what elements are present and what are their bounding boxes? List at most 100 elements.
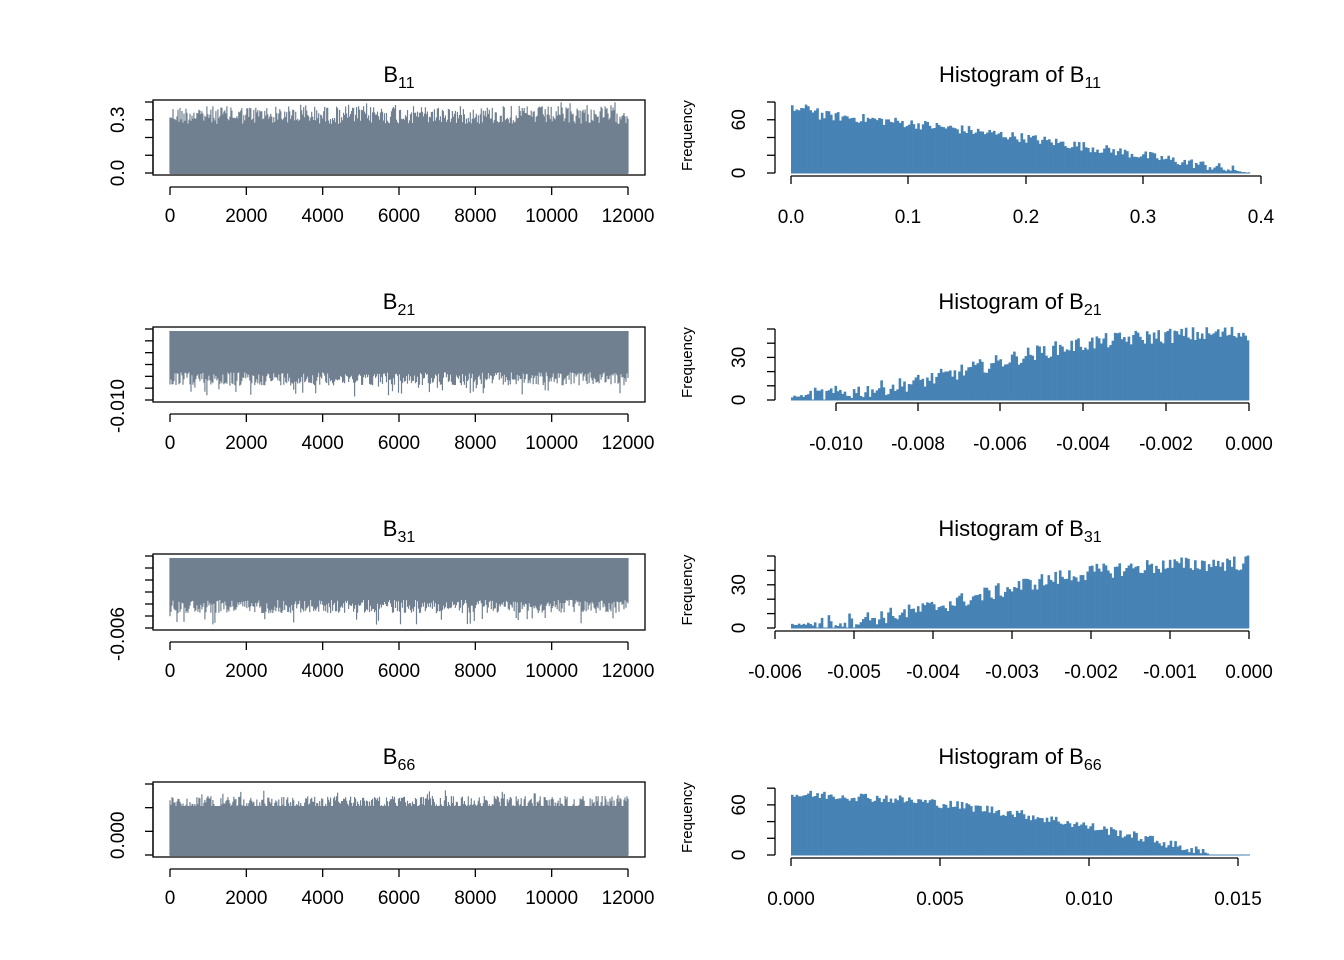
histogram-bar (887, 612, 890, 628)
histogram-bar (836, 112, 840, 173)
histogram-bar (1223, 570, 1227, 628)
histogram-bar (999, 595, 1002, 628)
histogram-bar (1222, 169, 1226, 173)
histogram-bar (986, 132, 989, 173)
histogram-bar (910, 799, 913, 855)
histogram-bar (1192, 167, 1196, 173)
histogram-bar (820, 389, 824, 400)
histogram-bar (1214, 331, 1218, 400)
histogram-bar (818, 390, 822, 400)
histogram-bar (1011, 814, 1014, 855)
histogram-bar (935, 376, 938, 400)
x-tick-label: -0.004 (906, 662, 960, 683)
histogram-bar (793, 110, 796, 173)
histogram-bar (802, 396, 806, 400)
histogram-bar (1114, 830, 1118, 855)
histogram-bar (951, 376, 954, 400)
histogram-bar (1081, 350, 1085, 400)
histogram-bar (1228, 334, 1231, 400)
histogram-bar (1201, 848, 1205, 855)
histogram-bar (795, 624, 799, 628)
histogram-bar (937, 373, 941, 400)
histogram-bar (827, 795, 831, 855)
histogram-bar (942, 372, 945, 400)
histogram-bar (1077, 825, 1081, 855)
histogram-bar (880, 611, 883, 628)
histogram-bar (839, 798, 842, 855)
trace-y-axis: -0.010 (108, 328, 154, 433)
trace-fill (170, 558, 628, 600)
histogram-bar (1113, 566, 1117, 628)
histogram-bar (919, 611, 922, 628)
histogram-bar (1123, 337, 1126, 400)
histogram-bar (1015, 356, 1019, 400)
trace-y-axis: 0.000 (108, 783, 154, 859)
histogram-bar (1184, 327, 1188, 400)
histogram-bar (935, 805, 939, 855)
histogram-bar (797, 110, 801, 173)
histogram-bar (832, 120, 835, 173)
histogram-bar (887, 119, 890, 173)
histogram-bar (850, 798, 854, 855)
histogram-bar (887, 802, 890, 855)
histogram-bar (919, 379, 922, 400)
histogram-bar (928, 380, 931, 400)
histogram-bar (1130, 153, 1134, 173)
histogram-bar (880, 802, 884, 855)
histogram-bar (953, 806, 957, 855)
histogram-bar (1093, 348, 1096, 400)
histogram-bar (894, 117, 897, 173)
trace-title: B66 (383, 744, 416, 774)
histogram-bar (841, 626, 844, 628)
histogram-bar (970, 130, 973, 173)
histogram-bar (905, 125, 909, 173)
histogram-bar (1159, 572, 1163, 628)
histogram-bar (974, 595, 977, 628)
histogram-bar (1072, 350, 1076, 400)
histogram-bar (871, 617, 874, 628)
histogram-bar (1048, 821, 1051, 855)
histogram-bar (937, 125, 941, 173)
histogram-bar (1079, 575, 1083, 628)
histogram-bar (978, 359, 982, 400)
histogram-bar (1145, 331, 1149, 400)
histogram-bar (1153, 842, 1157, 855)
histogram-bar (868, 396, 872, 400)
histogram-bar (1226, 558, 1229, 628)
histogram-bar (1223, 327, 1227, 400)
histogram-bar (891, 384, 895, 400)
histogram-bar (976, 363, 980, 400)
x-tick-label: 0.4 (1248, 207, 1275, 228)
histogram-bar (1205, 327, 1209, 400)
histogram-bar (1206, 169, 1209, 173)
x-tick-label: 12000 (602, 206, 655, 227)
histogram-bar (811, 112, 815, 173)
histogram-bar (1136, 566, 1140, 628)
histogram-bar (947, 126, 950, 173)
histogram-bar (1017, 364, 1021, 400)
histogram-bar (1105, 145, 1108, 173)
histogram-bar (861, 397, 865, 400)
histogram-title: Histogram of B21 (938, 289, 1101, 319)
trace-y-axis: -0.006 (108, 555, 154, 661)
histogram-bar (878, 798, 881, 855)
histogram-bar (864, 617, 867, 628)
histogram-bar (1132, 334, 1135, 400)
histogram-bar (1054, 571, 1057, 628)
histogram-bar (871, 801, 874, 855)
histogram-bar (974, 805, 978, 855)
histogram-bar (862, 114, 865, 173)
histogram-bar (1198, 569, 1202, 628)
histogram-bar (1073, 824, 1076, 855)
histogram-bar (916, 606, 920, 628)
histogram-bar (1013, 817, 1017, 855)
histogram-bar (1036, 589, 1039, 628)
histogram-bars (791, 104, 1251, 173)
histogram-bar (1184, 557, 1188, 628)
histogram-bar (1002, 814, 1005, 855)
histogram-bar (944, 804, 948, 855)
histogram-bar (995, 134, 998, 173)
histogram-bar (944, 371, 948, 400)
histogram-bar (825, 798, 829, 855)
histogram-bar (852, 389, 856, 400)
